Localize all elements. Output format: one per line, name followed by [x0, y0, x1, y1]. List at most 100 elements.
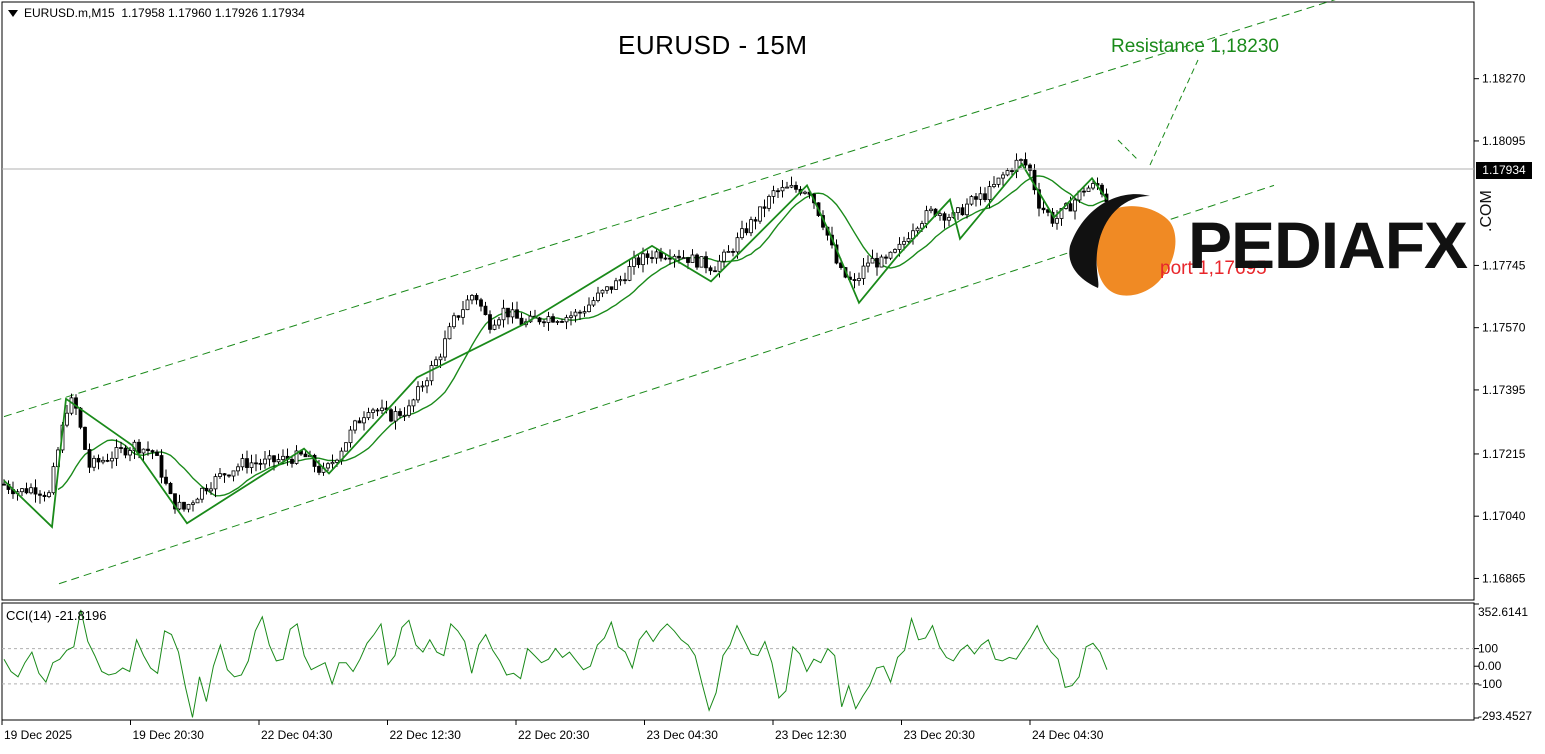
candle-body — [69, 397, 74, 414]
candle-body — [281, 455, 285, 460]
candle-body — [560, 321, 564, 323]
candle-body — [573, 311, 578, 317]
candle-body — [978, 193, 983, 200]
candle-body — [906, 238, 911, 242]
candle-body — [380, 407, 384, 411]
candle-body — [569, 315, 573, 318]
candle-body — [492, 324, 497, 330]
candle-body — [1055, 218, 1059, 224]
candle-body — [330, 462, 335, 465]
candle-body — [159, 455, 164, 478]
candle-body — [402, 414, 407, 417]
candle-body — [897, 243, 902, 250]
candle-body — [389, 409, 393, 422]
candle-body — [474, 295, 479, 301]
candle-body — [564, 317, 569, 323]
candle-body — [758, 206, 762, 222]
candle-body — [974, 196, 978, 200]
candle-body — [204, 487, 209, 492]
candle-body — [771, 190, 776, 197]
candle-body — [1019, 159, 1023, 161]
candle-body — [24, 488, 29, 494]
candle-body — [785, 186, 789, 189]
candle-body — [929, 208, 933, 212]
candle-body — [596, 292, 600, 301]
candle-body — [1091, 183, 1095, 189]
candle-body — [605, 286, 609, 291]
moving-average — [57, 175, 1107, 497]
candle-body — [155, 451, 159, 456]
candle-body — [731, 250, 735, 253]
candle-body — [1001, 174, 1005, 179]
symbol-info: EURUSD.m,M15 1.17958 1.17960 1.17926 1.1… — [8, 6, 305, 20]
candle-body — [960, 207, 965, 216]
candle-body — [164, 476, 168, 484]
price-pane-frame — [1, 1, 1475, 601]
candle-body — [101, 459, 105, 463]
candle-body — [1037, 189, 1041, 209]
time-tick-label: 24 Dec 04:30 — [1032, 728, 1104, 742]
candle-body — [263, 458, 267, 465]
candle-body — [857, 278, 861, 281]
candle-body — [366, 412, 371, 419]
logo-wordmark: PEDIAFX — [1188, 208, 1468, 282]
candle-body — [348, 429, 353, 444]
zigzag-path — [3, 162, 1108, 529]
candle-body — [515, 309, 519, 319]
price-tick-label: 1.17570 — [1482, 321, 1526, 335]
projection-arrows — [1117, 59, 1199, 166]
candle-body — [2, 483, 6, 486]
candle-body — [551, 316, 555, 323]
candle-body — [1073, 199, 1077, 212]
candle-body — [303, 453, 308, 458]
logo-shield-icon — [1096, 206, 1176, 296]
candle-body — [740, 228, 744, 239]
candle-body — [96, 457, 101, 463]
logo-suffix: .COM — [1478, 190, 1495, 232]
candle-body — [65, 412, 69, 426]
candle-body — [1010, 170, 1014, 173]
candle-body — [425, 380, 429, 387]
candle-body — [947, 217, 951, 221]
candle-body — [353, 420, 357, 431]
price-tick-label: 1.17215 — [1482, 447, 1526, 461]
candle-body — [29, 487, 33, 494]
candle-body — [443, 338, 447, 358]
cci-tick-label: 0.00 — [1478, 659, 1502, 673]
price-tick-label: 1.18270 — [1482, 72, 1526, 86]
candle-body — [578, 311, 582, 314]
candle-body — [1041, 207, 1046, 211]
candle-body — [623, 279, 627, 282]
candle-body — [83, 426, 87, 450]
candle-body — [290, 458, 294, 464]
candle-body — [317, 466, 321, 473]
candle-body — [681, 257, 686, 260]
candle-body — [587, 304, 591, 313]
candle-body — [780, 186, 785, 192]
candle-body — [582, 311, 587, 314]
cci-path — [3, 609, 1108, 718]
cci-axis: 352.6141 100 0.00 -100 -293.4527 — [1474, 603, 1532, 723]
candle-body — [294, 450, 299, 464]
cci-tick-label: -293.4527 — [1478, 709, 1532, 723]
candle-body — [87, 449, 92, 468]
candle-body — [942, 213, 947, 221]
candle-body — [632, 257, 636, 267]
time-tick-label: 19 Dec 20:30 — [133, 728, 205, 742]
candle-body — [407, 405, 411, 416]
candle-body — [506, 307, 510, 318]
candle-body — [546, 316, 551, 323]
dropdown-triangle-icon[interactable] — [8, 10, 18, 18]
candle-body — [434, 359, 438, 366]
candle-body — [146, 448, 150, 451]
candle-body — [213, 476, 218, 490]
support-label: port 1,17695 — [1160, 258, 1267, 279]
candle-body — [227, 474, 231, 477]
cci-tick-label: -100 — [1478, 677, 1502, 691]
candle-body — [1005, 170, 1010, 176]
candle-body — [713, 270, 717, 273]
candle-body — [641, 253, 645, 266]
